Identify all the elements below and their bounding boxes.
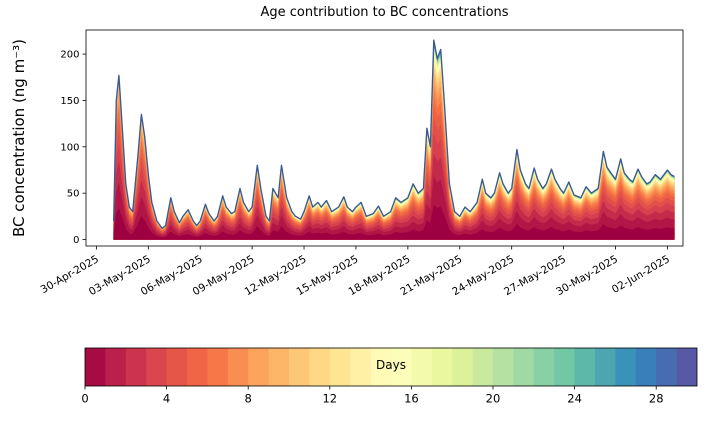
- y-axis-label: BC concentration (ng m⁻³): [10, 39, 28, 237]
- chart-title: Age contribution to BC concentrations: [260, 5, 509, 20]
- svg-text:0: 0: [73, 235, 79, 246]
- svg-text:150: 150: [60, 96, 79, 107]
- svg-text:12: 12: [322, 392, 337, 406]
- svg-text:16: 16: [404, 392, 419, 406]
- svg-text:20: 20: [486, 392, 501, 406]
- svg-text:0: 0: [81, 392, 88, 406]
- svg-text:50: 50: [67, 189, 80, 200]
- svg-text:100: 100: [60, 142, 79, 153]
- total-line: [113, 39, 675, 230]
- svg-text:28: 28: [649, 392, 664, 406]
- svg-text:02-Jun-2025: 02-Jun-2025: [610, 253, 672, 296]
- svg-text:200: 200: [60, 50, 79, 61]
- colorbar-frame: [84, 347, 698, 387]
- axes-spines: [85, 29, 684, 247]
- svg-text:4: 4: [163, 392, 170, 406]
- colorbar-label: Days: [376, 358, 406, 372]
- svg-text:24: 24: [567, 392, 582, 406]
- svg-text:8: 8: [245, 392, 252, 406]
